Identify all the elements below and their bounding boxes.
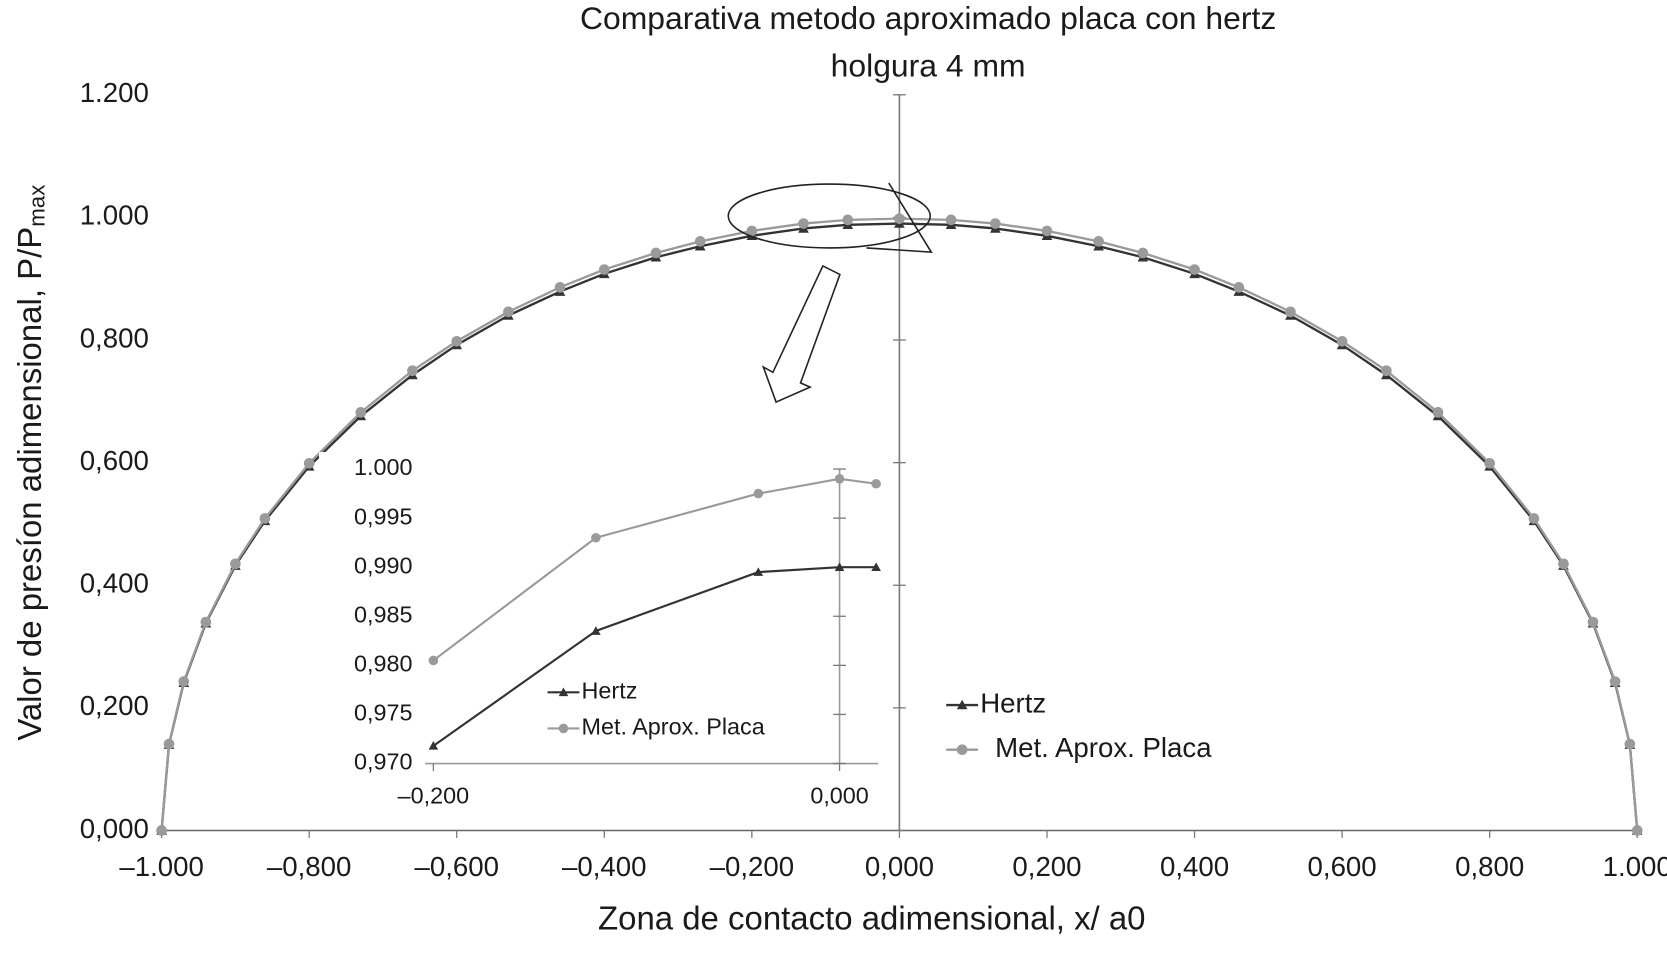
marker-circle xyxy=(558,723,569,734)
marker-circle xyxy=(1336,335,1348,347)
marker-circle xyxy=(1558,558,1569,570)
marker-triangle xyxy=(558,687,569,697)
marker-circle xyxy=(945,214,957,226)
x-tick-label: 0,000 xyxy=(865,851,934,882)
marker-triangle xyxy=(871,562,881,572)
y-tick-label: 0,800 xyxy=(80,322,149,353)
marker-circle xyxy=(753,488,764,499)
x-tick-label: 0,400 xyxy=(1160,851,1229,882)
inset-plot: 0,970 0,975 0,980 0,985 0,990 0,995 1.000 –0,20… xyxy=(354,454,881,809)
marker-circle xyxy=(200,616,212,628)
x-tick-label: 0,600 xyxy=(1308,851,1377,882)
marker-triangle xyxy=(956,699,968,710)
y-tick-label: 0,200 xyxy=(80,690,149,721)
x-tick-label: –0,200 xyxy=(710,851,795,882)
inset-background xyxy=(318,452,883,814)
y-axis-label-sub: max xyxy=(24,185,49,227)
marker-circle xyxy=(259,513,271,524)
callout-arrow xyxy=(761,264,841,404)
marker-circle xyxy=(1093,236,1104,247)
x-tick-label: 0,000 xyxy=(810,783,869,809)
x-tick-label: –0,400 xyxy=(562,851,647,882)
marker-circle xyxy=(1587,616,1599,628)
y-tick-label: 0,985 xyxy=(354,601,412,627)
y-tick-label: 0,400 xyxy=(80,568,149,599)
marker-circle xyxy=(554,281,566,293)
marker-circle xyxy=(956,744,968,756)
marker-circle xyxy=(303,457,315,469)
marker-triangle xyxy=(591,626,601,635)
marker-circle xyxy=(746,225,758,237)
x-tick-label: –0,800 xyxy=(267,851,351,882)
x-axis-label: Zona de contacto adimensional, x/ a0 xyxy=(598,900,1145,937)
marker-circle xyxy=(1432,407,1444,418)
marker-circle xyxy=(230,558,241,570)
marker-circle xyxy=(834,474,845,484)
y-tick-label: 0,975 xyxy=(354,700,412,726)
callout-ellipse xyxy=(727,183,932,249)
x-tick-label: 0,200 xyxy=(1012,851,1081,882)
chart-title: Comparativa metodo aproximado placa con … xyxy=(580,0,1276,36)
y-tick-label: 0,600 xyxy=(80,445,149,476)
legend-label: Hertz xyxy=(980,687,1046,718)
y-tick-label: 1.200 xyxy=(80,77,149,108)
y-tick-label: 0,970 xyxy=(354,749,412,775)
callout-pointer xyxy=(866,182,933,254)
y-tick-label: 0,980 xyxy=(354,651,412,677)
marker-circle xyxy=(1528,513,1540,524)
y-tick-label: 1.000 xyxy=(80,200,149,231)
y-tick-label: 0,995 xyxy=(354,503,412,529)
marker-circle xyxy=(894,213,905,224)
marker-triangle xyxy=(428,741,439,750)
marker-circle xyxy=(1041,225,1053,237)
y-tick-label: 1.000 xyxy=(354,454,412,480)
x-tick-label: 0,800 xyxy=(1455,851,1524,882)
marker-circle xyxy=(1609,676,1621,687)
marker-circle xyxy=(503,306,514,318)
marker-circle xyxy=(1189,264,1200,275)
marker-circle xyxy=(178,676,190,687)
y-axis-label: Valor de presíon adimensional, P/Pmax xyxy=(11,185,50,741)
marker-circle xyxy=(694,236,706,247)
marker-circle xyxy=(1285,306,1296,318)
x-tick-label: –1.000 xyxy=(119,851,203,882)
chart-subtitle: holgura 4 mm xyxy=(831,48,1026,84)
marker-circle xyxy=(842,214,854,226)
y-axis-label-main: Valor de presíon adimensional, P/P xyxy=(11,227,48,741)
marker-circle xyxy=(1381,365,1392,377)
marker-circle xyxy=(156,825,167,836)
marker-circle xyxy=(871,478,881,489)
marker-circle xyxy=(428,655,439,666)
marker-circle xyxy=(1484,457,1495,469)
y-tick-label: 0,990 xyxy=(354,552,412,578)
y-tick-label: 0,000 xyxy=(80,813,149,844)
marker-circle xyxy=(798,218,809,229)
marker-circle xyxy=(990,218,1001,229)
marker-circle xyxy=(1233,281,1245,293)
legend-label: Hertz xyxy=(582,677,638,703)
x-tick-label: 1.000 xyxy=(1603,851,1667,882)
x-tick-label: –0,600 xyxy=(414,851,498,882)
marker-circle xyxy=(1137,247,1149,259)
marker-circle xyxy=(355,407,367,418)
legend-label: Met. Aprox. Placa xyxy=(995,732,1212,763)
marker-circle xyxy=(1624,738,1636,750)
main-plot: 0,000 0,200 0,400 0,600 0,800 1.000 1.200 –1.00… xyxy=(80,77,1667,882)
marker-circle xyxy=(451,335,463,347)
marker-circle xyxy=(407,365,418,377)
marker-circle xyxy=(598,264,610,275)
legend-label: Met. Aprox. Placa xyxy=(582,714,765,740)
marker-triangle xyxy=(834,562,845,572)
marker-circle xyxy=(163,738,175,750)
marker-circle xyxy=(650,247,662,259)
marker-circle xyxy=(1631,825,1643,836)
marker-circle xyxy=(591,532,601,543)
x-tick-label: –0,200 xyxy=(398,783,470,809)
marker-triangle xyxy=(753,567,764,576)
